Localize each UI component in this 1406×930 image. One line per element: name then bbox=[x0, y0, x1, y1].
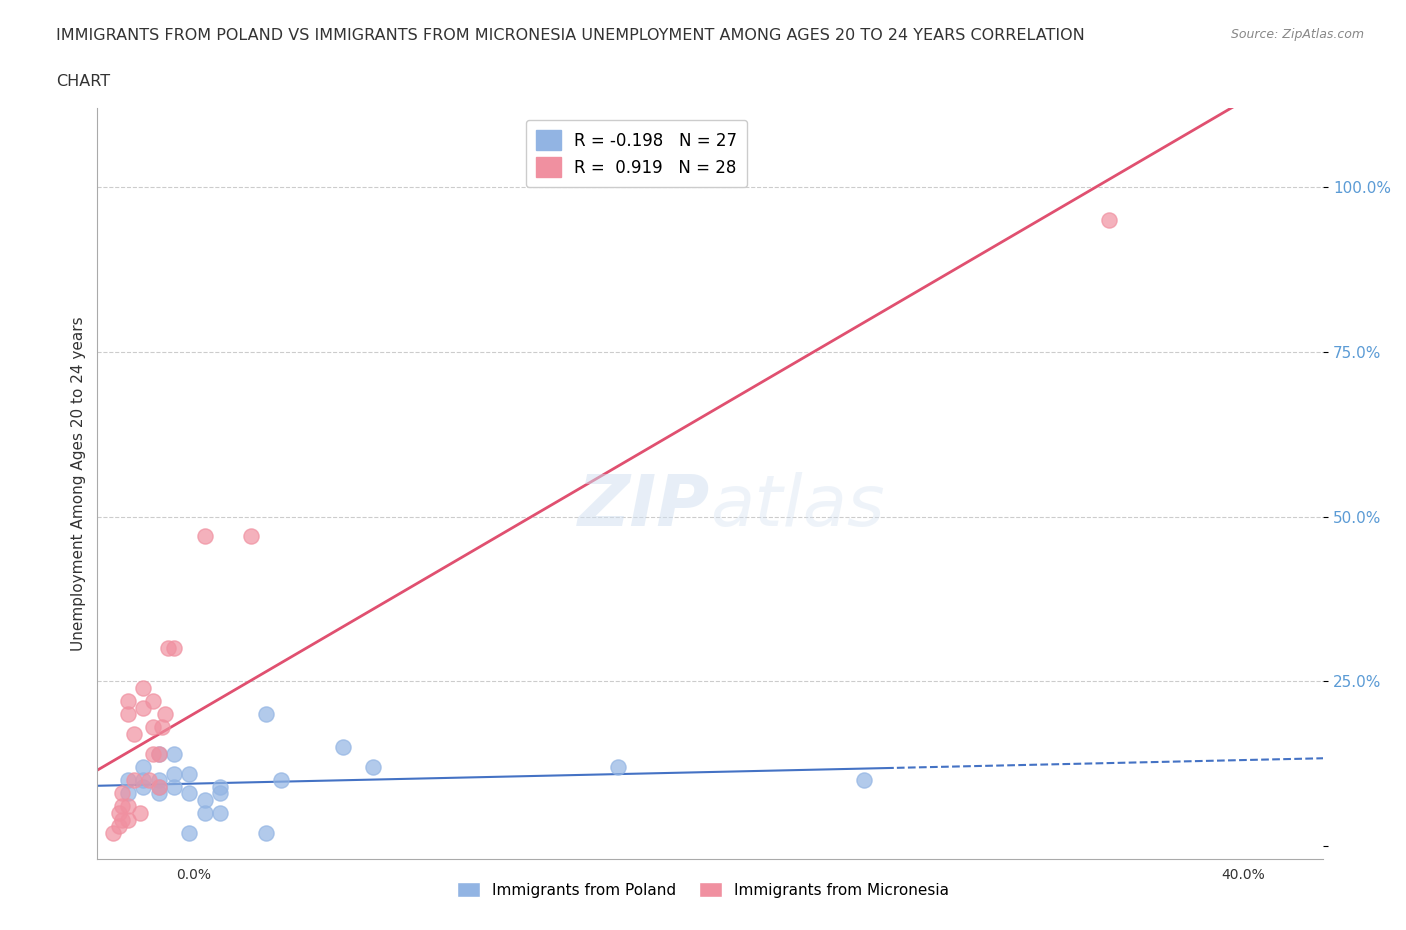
Text: ZIP: ZIP bbox=[578, 472, 710, 540]
Point bbox=[117, 799, 139, 814]
Point bbox=[156, 641, 179, 656]
Point bbox=[254, 826, 277, 841]
Text: CHART: CHART bbox=[56, 74, 110, 89]
Point bbox=[332, 739, 354, 754]
Point bbox=[117, 694, 139, 709]
Point bbox=[107, 805, 129, 820]
Point bbox=[361, 760, 384, 775]
Point bbox=[163, 747, 186, 762]
Point bbox=[129, 805, 152, 820]
Point bbox=[132, 681, 155, 696]
Point bbox=[607, 760, 630, 775]
Legend: Immigrants from Poland, Immigrants from Micronesia: Immigrants from Poland, Immigrants from … bbox=[451, 875, 955, 904]
Point bbox=[254, 707, 277, 722]
Text: 40.0%: 40.0% bbox=[1222, 868, 1265, 882]
Legend: R = -0.198   N = 27, R =  0.919   N = 28: R = -0.198 N = 27, R = 0.919 N = 28 bbox=[526, 120, 748, 188]
Point bbox=[179, 766, 201, 781]
Point bbox=[148, 747, 170, 762]
Point bbox=[148, 747, 170, 762]
Point bbox=[138, 773, 160, 788]
Point bbox=[111, 786, 134, 801]
Point bbox=[179, 826, 201, 841]
Point bbox=[148, 773, 170, 788]
Text: 0.0%: 0.0% bbox=[176, 868, 211, 882]
Text: IMMIGRANTS FROM POLAND VS IMMIGRANTS FROM MICRONESIA UNEMPLOYMENT AMONG AGES 20 : IMMIGRANTS FROM POLAND VS IMMIGRANTS FRO… bbox=[56, 28, 1085, 43]
Point bbox=[111, 799, 134, 814]
Point bbox=[148, 779, 170, 794]
Point bbox=[153, 707, 176, 722]
Point bbox=[148, 779, 170, 794]
Text: Source: ZipAtlas.com: Source: ZipAtlas.com bbox=[1230, 28, 1364, 41]
Point bbox=[148, 786, 170, 801]
Point bbox=[208, 779, 231, 794]
Point bbox=[117, 812, 139, 827]
Point bbox=[117, 707, 139, 722]
Point bbox=[132, 700, 155, 715]
Point bbox=[163, 641, 186, 656]
Point bbox=[852, 773, 875, 788]
Point bbox=[122, 726, 145, 741]
Point bbox=[194, 805, 217, 820]
Point bbox=[122, 773, 145, 788]
Y-axis label: Unemployment Among Ages 20 to 24 years: Unemployment Among Ages 20 to 24 years bbox=[72, 316, 86, 651]
Point bbox=[132, 773, 155, 788]
Point bbox=[141, 747, 163, 762]
Point bbox=[194, 792, 217, 807]
Point bbox=[141, 720, 163, 735]
Point bbox=[194, 529, 217, 544]
Text: atlas: atlas bbox=[710, 472, 884, 540]
Point bbox=[208, 805, 231, 820]
Point bbox=[150, 720, 173, 735]
Point bbox=[179, 786, 201, 801]
Point bbox=[132, 779, 155, 794]
Point bbox=[117, 773, 139, 788]
Point bbox=[163, 779, 186, 794]
Point bbox=[163, 766, 186, 781]
Point bbox=[141, 694, 163, 709]
Point bbox=[1098, 213, 1121, 228]
Point bbox=[270, 773, 292, 788]
Point bbox=[239, 529, 262, 544]
Point bbox=[132, 760, 155, 775]
Point bbox=[117, 786, 139, 801]
Point bbox=[107, 818, 129, 833]
Point bbox=[208, 786, 231, 801]
Point bbox=[111, 812, 134, 827]
Point bbox=[101, 826, 124, 841]
